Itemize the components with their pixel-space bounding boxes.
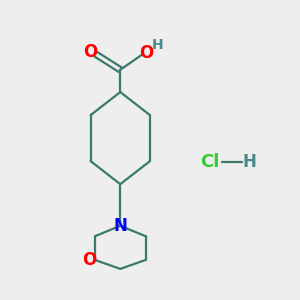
Text: N: N xyxy=(113,217,127,235)
Text: Cl: Cl xyxy=(200,153,219,171)
Text: H: H xyxy=(243,153,256,171)
Text: O: O xyxy=(82,251,97,269)
Text: H: H xyxy=(152,38,163,52)
Text: O: O xyxy=(83,43,98,61)
Text: O: O xyxy=(140,44,154,62)
